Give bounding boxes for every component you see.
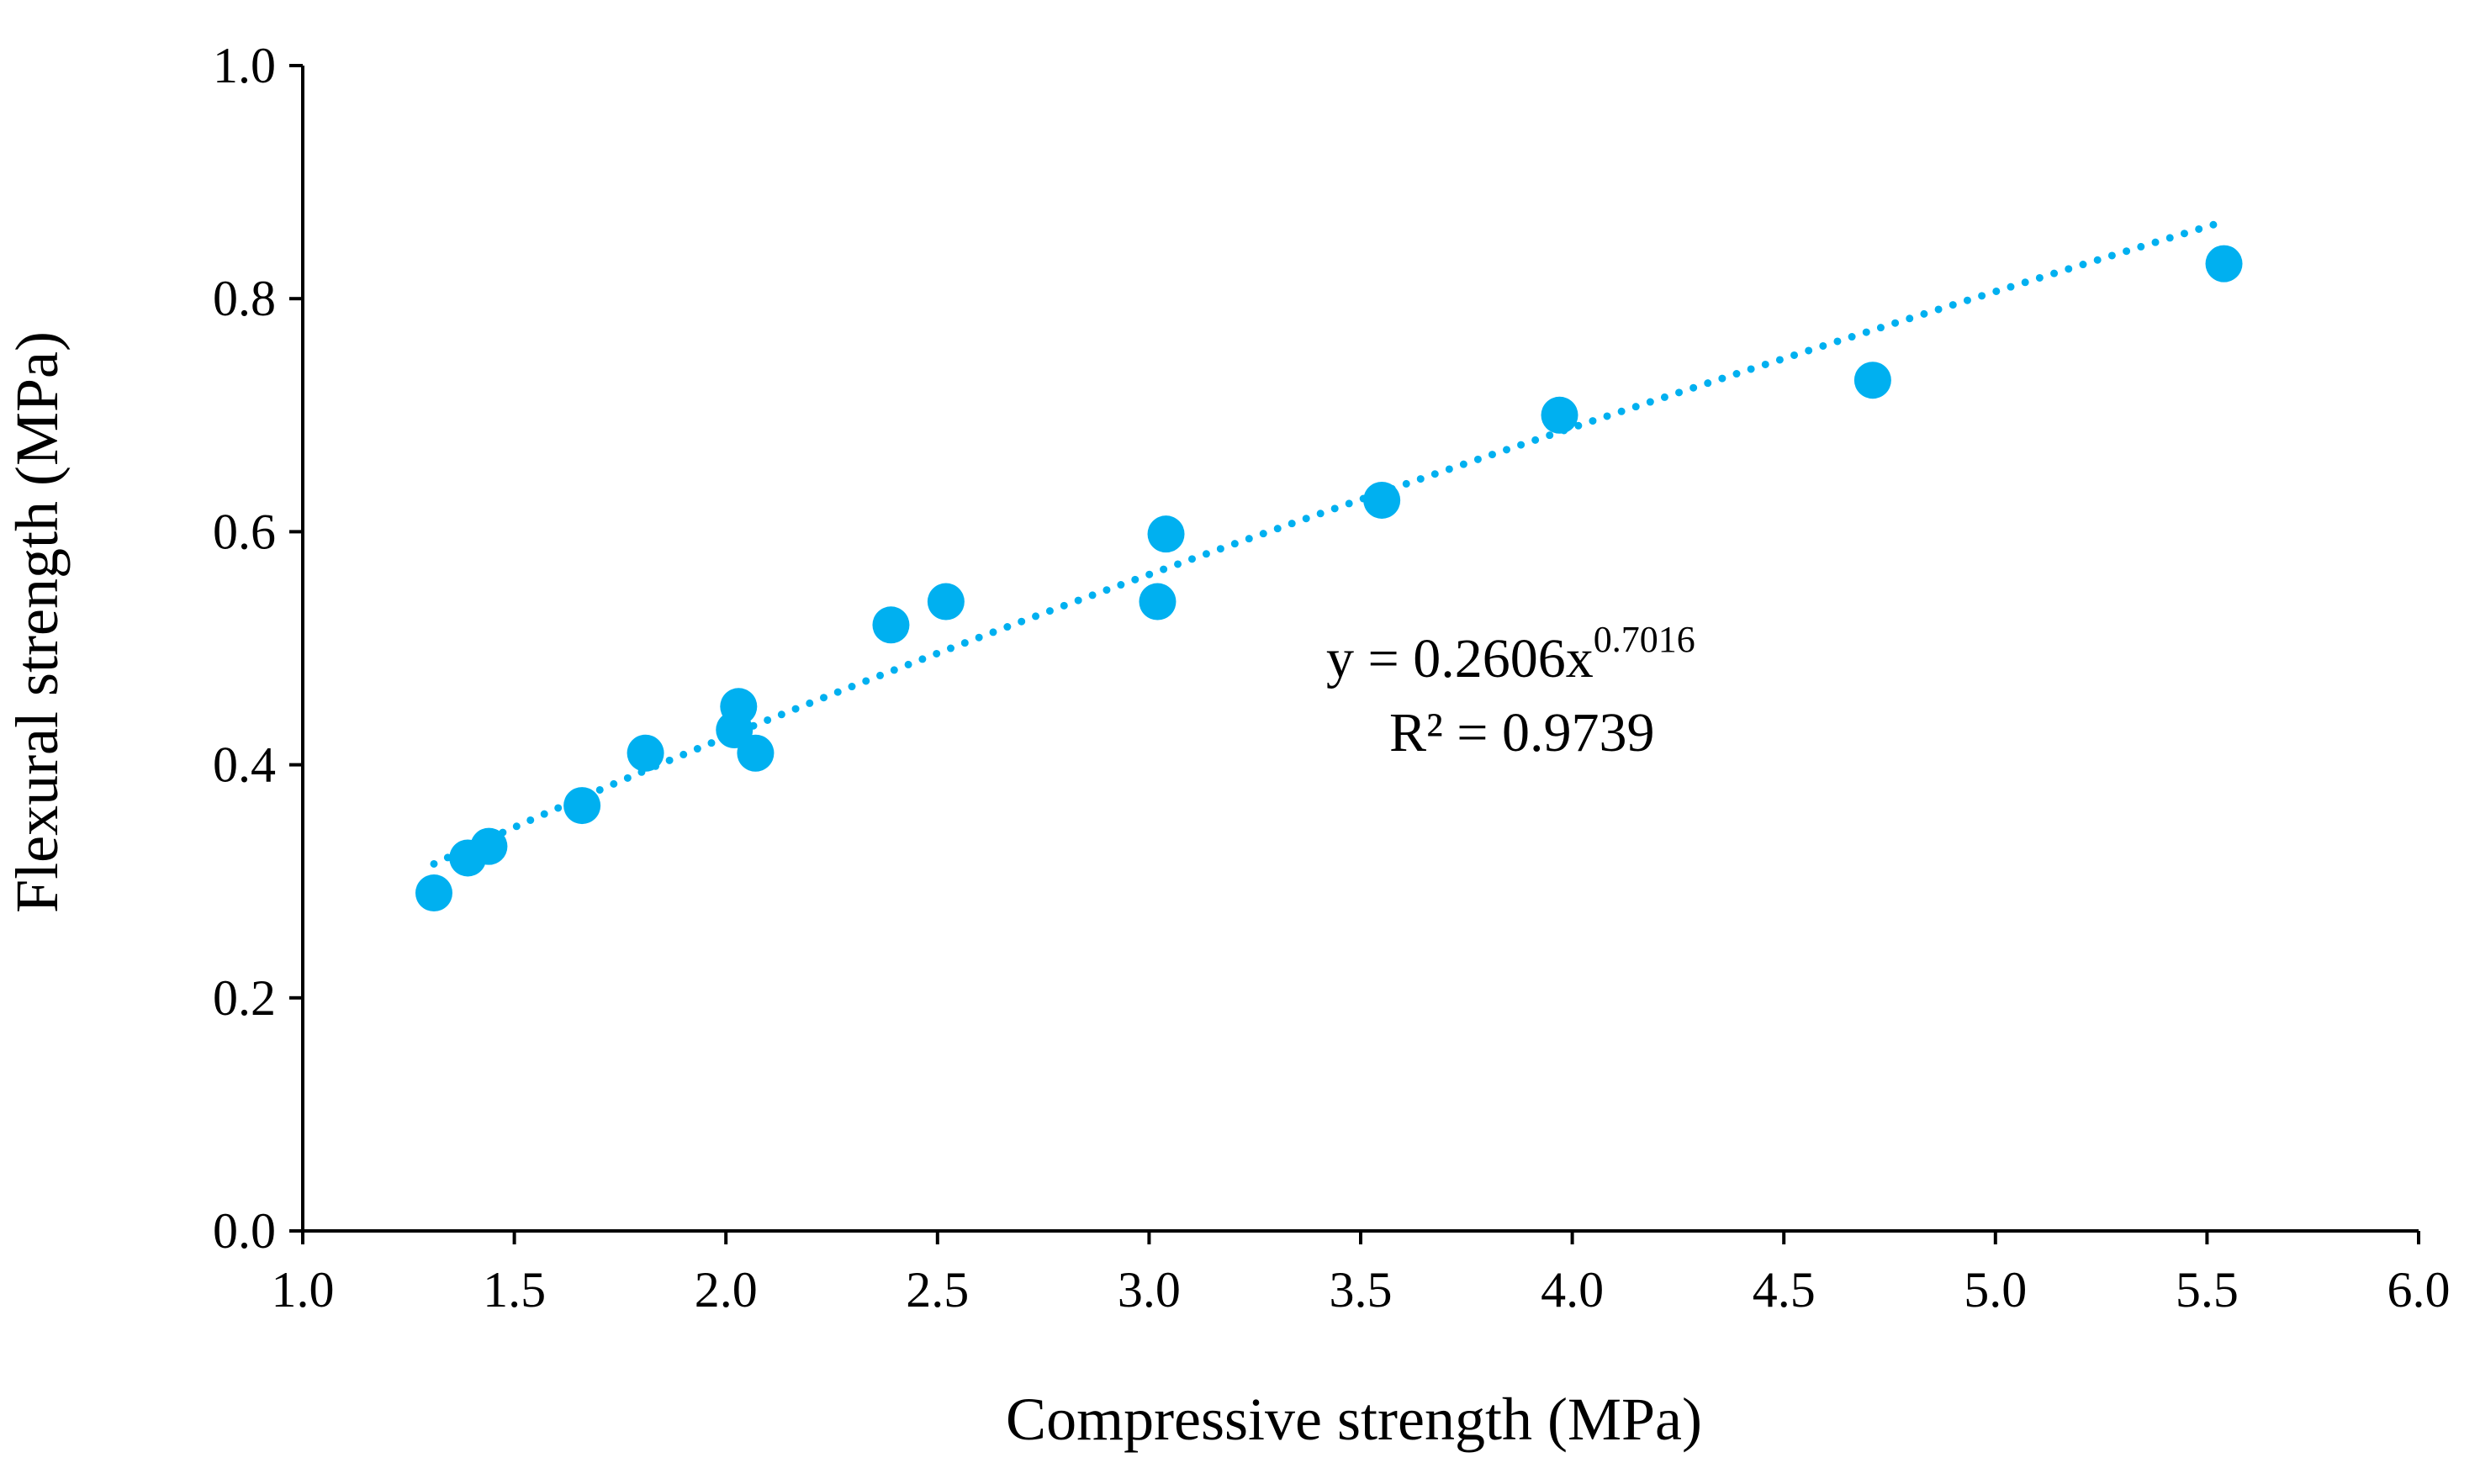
data-point <box>563 787 601 825</box>
tick-labels-layer: 0.0 0.2 0.4 0.6 0.8 1.0 1.0 1.5 2.0 2.5 3.0 3.5 4.0 4… <box>213 38 2451 1318</box>
y-axis-title: Flexural strength (MPa) <box>3 331 71 913</box>
x-tick-label: 1.0 <box>272 1262 335 1318</box>
trendline-equation-main: y = 0.2606x <box>1326 628 1594 689</box>
trendline-equation: y = 0.2606x0.7016 <box>1326 619 1695 689</box>
r-squared-label: R² = 0.9739 <box>1389 702 1655 763</box>
axes-layer <box>289 64 2420 1244</box>
data-point <box>1147 515 1185 553</box>
x-tick-label: 2.0 <box>695 1262 758 1318</box>
data-point <box>872 606 910 644</box>
x-axis-title: Compressive strength (MPa) <box>1006 1386 1702 1453</box>
y-tick-label: 0.4 <box>213 737 276 793</box>
power-trendline <box>430 217 2229 868</box>
x-tick-label: 6.0 <box>2387 1262 2451 1318</box>
x-tick-label: 2.5 <box>906 1262 969 1318</box>
y-tick-label: 0.6 <box>213 504 276 559</box>
x-tick-label: 5.0 <box>1964 1262 2027 1318</box>
x-tick-label: 3.5 <box>1330 1262 1393 1318</box>
x-tick-label: 4.0 <box>1541 1262 1604 1318</box>
y-tick-label: 1.0 <box>213 38 276 93</box>
y-tick-label: 0.2 <box>213 970 276 1026</box>
data-point <box>1139 583 1177 621</box>
trendline-layer <box>430 217 2229 868</box>
y-tick-label: 0.8 <box>213 271 276 326</box>
data-point <box>1853 362 1891 399</box>
data-point <box>737 734 775 772</box>
data-point <box>927 583 965 621</box>
x-tick-label: 3.0 <box>1118 1262 1181 1318</box>
data-point <box>627 734 664 772</box>
data-point <box>1363 481 1401 519</box>
data-point <box>2205 245 2243 283</box>
x-tick-label: 5.5 <box>2176 1262 2239 1318</box>
data-point <box>720 688 758 726</box>
data-point <box>470 827 508 865</box>
trendline-equation-exponent: 0.7016 <box>1594 619 1695 660</box>
data-point <box>415 874 452 912</box>
data-point <box>1541 396 1578 434</box>
data-points-layer <box>415 245 2243 912</box>
y-tick-label: 0.0 <box>213 1203 276 1259</box>
x-tick-label: 4.5 <box>1753 1262 1816 1318</box>
x-tick-label: 1.5 <box>483 1262 546 1318</box>
